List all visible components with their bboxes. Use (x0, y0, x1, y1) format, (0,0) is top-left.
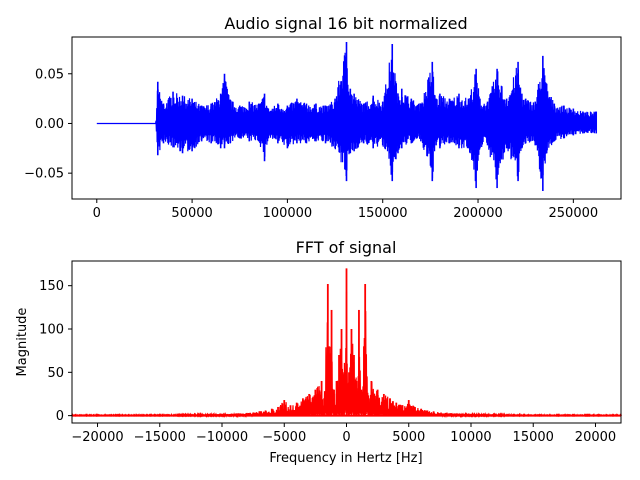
x-tick-label: 150000 (358, 206, 408, 221)
x-tick-label: −5000 (262, 430, 306, 445)
x-tick-label: 10000 (450, 430, 491, 445)
fft-y-axis-label: Magnitude (15, 308, 30, 377)
y-tick-label: 150 (39, 279, 64, 294)
signal-y-axis: −0.05 0.00 0.05 (24, 67, 72, 182)
signal-plot-area (96, 41, 598, 192)
x-tick-label: 0 (93, 206, 101, 221)
x-tick-label: 5000 (392, 430, 425, 445)
fft-plot-area (71, 268, 622, 418)
x-tick-label: −10000 (196, 430, 248, 445)
x-tick-label: 20000 (575, 430, 616, 445)
fft-title: FFT of signal (296, 238, 397, 257)
y-tick-label: 100 (39, 323, 64, 338)
x-tick-label: −15000 (134, 430, 186, 445)
signal-x-axis: 0 50000 100000 150000 200000 250000 (93, 199, 599, 221)
fft-axes-frame (71, 260, 622, 424)
x-tick-label: 0 (342, 430, 350, 445)
y-tick-label: −0.05 (24, 167, 64, 182)
signal-subplot: Audio signal 16 bit normalized 0 50000 100… (24, 14, 622, 221)
x-tick-label: −20000 (71, 430, 123, 445)
fft-x-axis: −20000 −15000 −10000 −5000 0 5000 10000 15000 20… (71, 423, 616, 445)
y-tick-label: 0 (56, 409, 64, 424)
y-tick-label: 0.00 (35, 117, 64, 132)
fft-x-axis-label: Frequency in Hertz [Hz] (269, 451, 422, 466)
signal-title: Audio signal 16 bit normalized (224, 14, 467, 33)
x-tick-label: 15000 (513, 430, 554, 445)
x-tick-label: 200000 (453, 206, 503, 221)
fft-subplot: FFT of signal −20000 −15000 −10000 −5000 0 50… (15, 238, 622, 466)
signal-axes-frame (71, 36, 622, 200)
x-tick-label: 250000 (549, 206, 599, 221)
y-tick-label: 0.05 (35, 67, 64, 82)
x-tick-label: 50000 (171, 206, 212, 221)
fft-y-axis: 0 50 100 150 (39, 279, 72, 424)
y-tick-label: 50 (47, 366, 64, 381)
x-tick-label: 100000 (263, 206, 313, 221)
